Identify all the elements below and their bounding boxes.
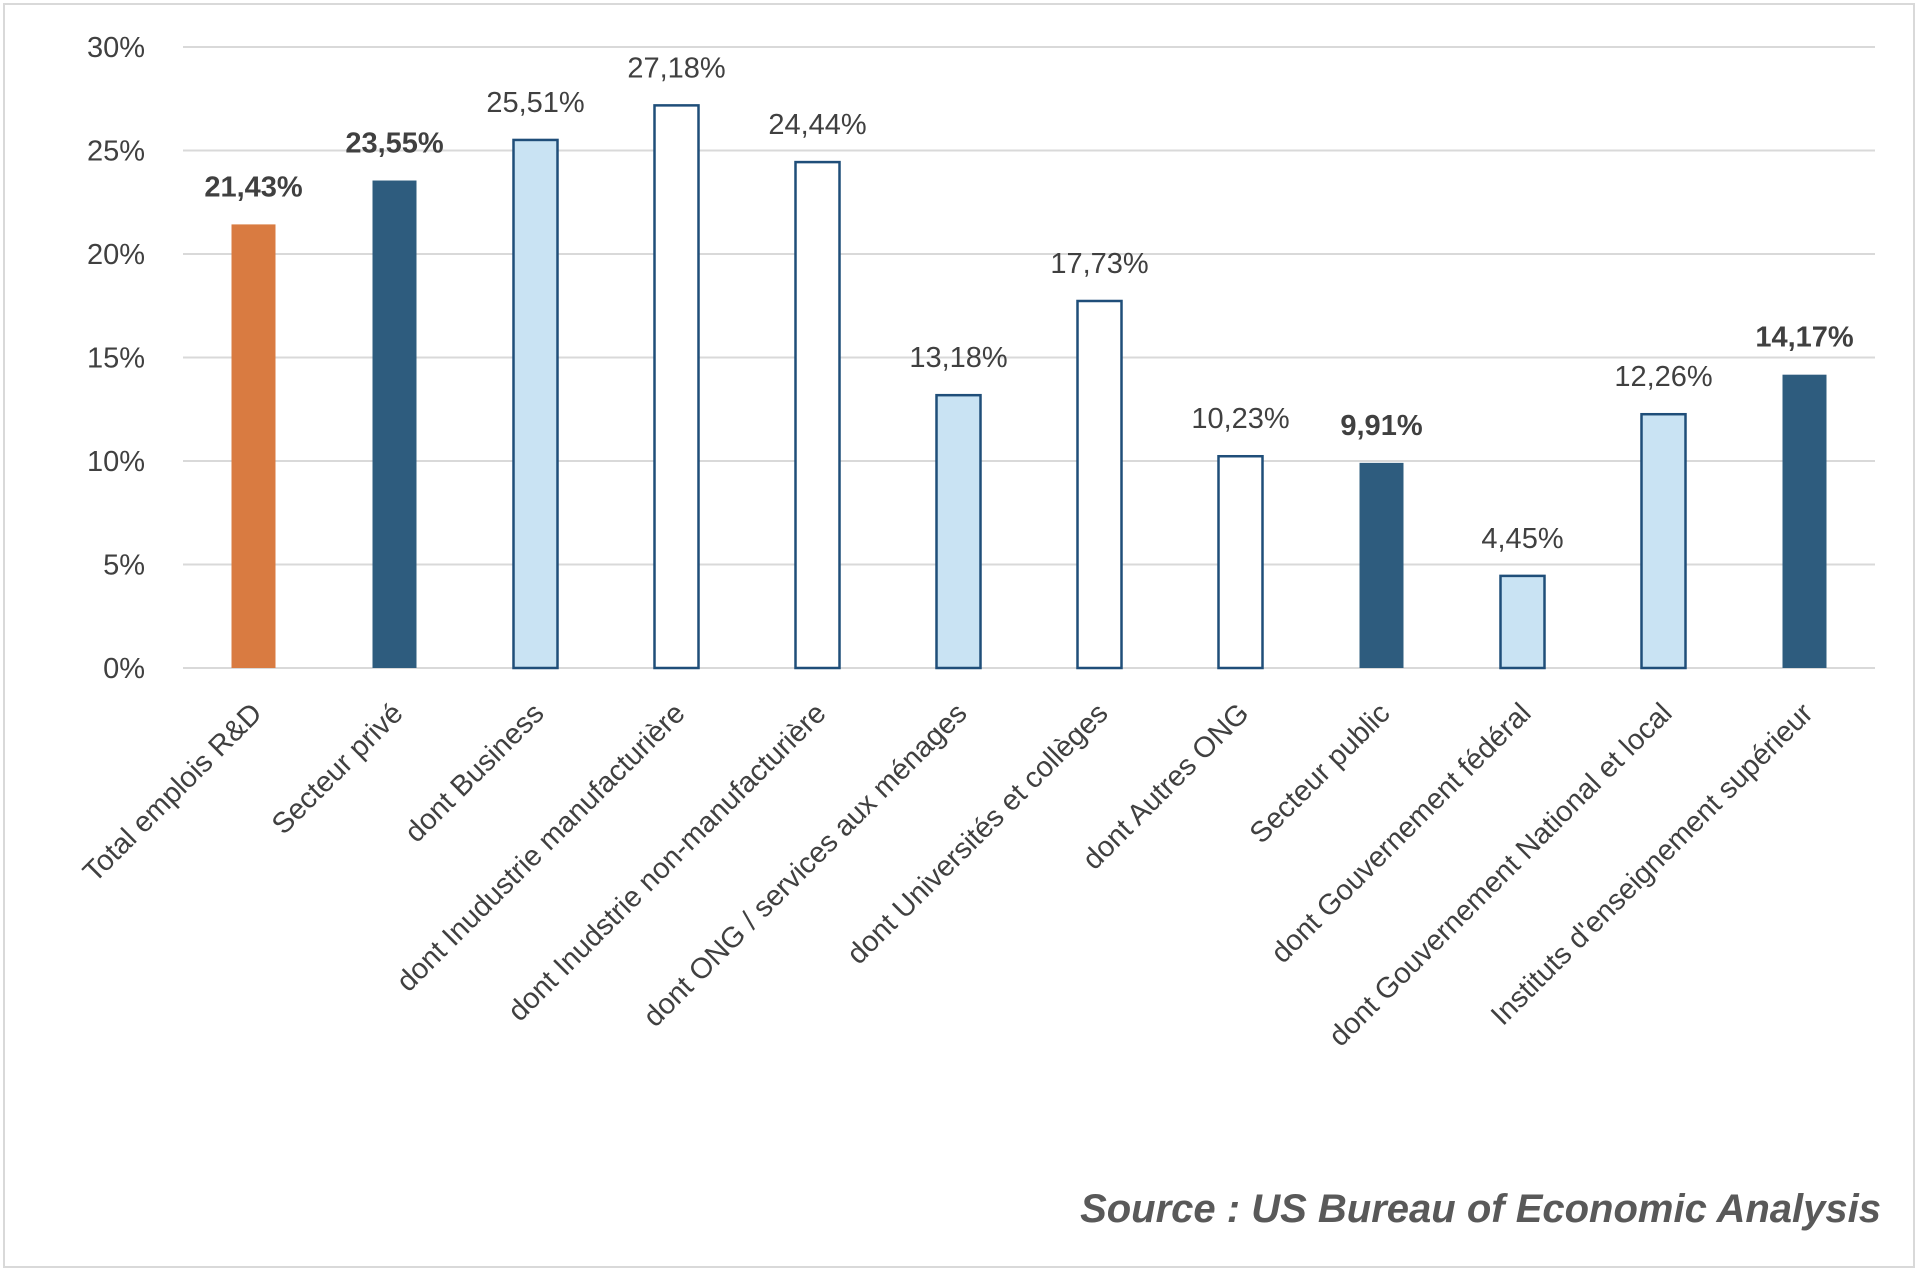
category-label: Secteur privé bbox=[266, 697, 409, 840]
grid-lines bbox=[183, 46, 1875, 669]
bar bbox=[372, 180, 417, 668]
bar bbox=[935, 393, 982, 670]
bar bbox=[794, 160, 841, 670]
data-label: 24,44% bbox=[768, 109, 866, 141]
data-label: 13,18% bbox=[909, 342, 1007, 374]
bar bbox=[1359, 462, 1404, 668]
data-label: 23,55% bbox=[345, 128, 444, 160]
chart-frame: 0% 5% 10% 15% 20% 25% 30% 21,43% 23,55% 25,51% 27… bbox=[3, 3, 1915, 1268]
data-label: 27,18% bbox=[627, 52, 725, 84]
y-tick-label: 30% bbox=[87, 32, 145, 64]
bar bbox=[1499, 574, 1546, 670]
y-tick-label: 10% bbox=[87, 446, 145, 478]
category-label: dont Inudustrie manufacturière bbox=[391, 697, 692, 998]
data-label: 25,51% bbox=[486, 87, 584, 119]
bar bbox=[512, 138, 559, 670]
data-label: 21,43% bbox=[204, 171, 303, 203]
data-labels: 21,43% 23,55% 25,51% 27,18% 24,44% 13,18% 17,7… bbox=[204, 52, 1854, 555]
bar bbox=[653, 104, 700, 670]
category-label: dont Inudstrie non-manufacturière bbox=[502, 697, 832, 1027]
y-tick-label: 15% bbox=[87, 343, 145, 375]
bar bbox=[1217, 454, 1264, 670]
data-label: 10,23% bbox=[1191, 403, 1289, 435]
category-label: dont Business bbox=[399, 697, 550, 848]
source-note: Source : US Bureau of Economic Analysis bbox=[1080, 1187, 1881, 1231]
bar bbox=[1782, 374, 1827, 668]
data-label: 17,73% bbox=[1050, 248, 1148, 280]
category-label: Instituts d'enseignement supérieur bbox=[1485, 697, 1820, 1032]
category-label: dont Universités et collèges bbox=[841, 697, 1114, 970]
category-label: Total emplois R&D bbox=[77, 697, 268, 888]
bar-chart: 0% 5% 10% 15% 20% 25% 30% 21,43% 23,55% 25,51% 27… bbox=[77, 32, 1875, 1053]
category-label: Secteur public bbox=[1244, 697, 1397, 850]
y-tick-label: 5% bbox=[103, 550, 145, 582]
bar bbox=[1076, 299, 1123, 670]
y-tick-label: 25% bbox=[87, 136, 145, 168]
data-label: 4,45% bbox=[1481, 523, 1563, 555]
data-label: 12,26% bbox=[1614, 361, 1712, 393]
bars bbox=[231, 104, 1827, 670]
y-tick-label: 0% bbox=[103, 653, 145, 685]
data-label: 14,17% bbox=[1755, 322, 1854, 354]
data-label: 9,91% bbox=[1340, 410, 1422, 442]
bar bbox=[231, 224, 276, 669]
category-label: dont Gouvernement fédéral bbox=[1265, 697, 1537, 969]
bar bbox=[1640, 412, 1687, 670]
y-axis-tick-labels: 0% 5% 10% 15% 20% 25% 30% bbox=[87, 32, 145, 685]
y-tick-label: 20% bbox=[87, 239, 145, 271]
